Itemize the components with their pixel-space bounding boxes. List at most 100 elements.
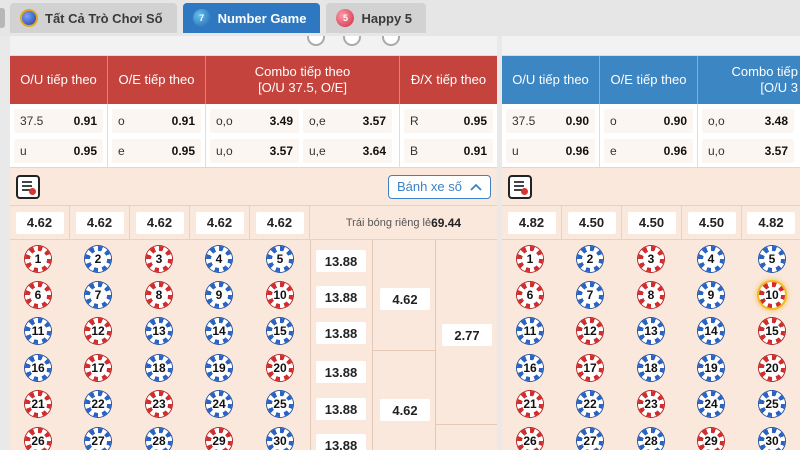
row-odds-box[interactable]: 13.88: [316, 398, 366, 420]
number-ball-15[interactable]: 15: [267, 318, 293, 344]
number-ball-9[interactable]: 9: [698, 282, 724, 308]
number-ball-16[interactable]: 16: [517, 355, 543, 381]
odds-box[interactable]: 4.62: [255, 211, 304, 234]
number-ball-10[interactable]: 10: [267, 282, 293, 308]
number-ball-24[interactable]: 24: [698, 391, 724, 417]
odds-cell-combo[interactable]: u,e 3.64: [303, 138, 392, 163]
number-ball-6[interactable]: 6: [25, 282, 51, 308]
number-ball-28[interactable]: 28: [638, 428, 664, 450]
row-odds-box[interactable]: 13.88: [316, 322, 366, 344]
bet-slip-icon[interactable]: [16, 174, 40, 199]
number-ball-21[interactable]: 21: [517, 391, 543, 417]
odds-box[interactable]: 4.50: [687, 211, 736, 234]
odds-cell-odd[interactable]: o 0.90: [604, 108, 693, 133]
number-ball-20[interactable]: 20: [759, 355, 785, 381]
number-ball-8[interactable]: 8: [638, 282, 664, 308]
number-ball-22[interactable]: 22: [85, 391, 111, 417]
number-ball-2[interactable]: 2: [85, 246, 111, 272]
half-odds-box[interactable]: 2.77: [442, 324, 492, 346]
number-ball-4[interactable]: 4: [698, 246, 724, 272]
group-odds-box[interactable]: 4.62: [380, 399, 430, 421]
number-ball-3[interactable]: 3: [146, 246, 172, 272]
odds-box[interactable]: 4.62: [75, 211, 124, 234]
odds-box[interactable]: 4.50: [627, 211, 676, 234]
number-ball-25[interactable]: 25: [759, 391, 785, 417]
odds-box[interactable]: 4.62: [195, 211, 244, 234]
odds-cell-combo[interactable]: o,o 3.48: [702, 108, 794, 133]
number-ball-8[interactable]: 8: [146, 282, 172, 308]
number-ball-18[interactable]: 18: [638, 355, 664, 381]
odds-cell-even[interactable]: e 0.95: [112, 138, 201, 163]
sidebar-toggle-handle[interactable]: [0, 8, 5, 28]
number-ball-30[interactable]: 30: [759, 428, 785, 450]
number-ball-28[interactable]: 28: [146, 428, 172, 450]
odds-cell-under[interactable]: u 0.96: [506, 138, 595, 163]
number-ball-14[interactable]: 14: [698, 318, 724, 344]
number-ball-3[interactable]: 3: [638, 246, 664, 272]
row-odds-box[interactable]: 13.88: [316, 286, 366, 308]
number-ball-17[interactable]: 17: [85, 355, 111, 381]
number-ball-5[interactable]: 5: [267, 246, 293, 272]
number-ball-13[interactable]: 13: [638, 318, 664, 344]
number-ball-13[interactable]: 13: [146, 318, 172, 344]
number-ball-23[interactable]: 23: [146, 391, 172, 417]
row-odds-box[interactable]: 13.88: [316, 250, 366, 272]
row-odds-box[interactable]: 13.88: [316, 434, 366, 450]
row-odds-box[interactable]: 13.88: [316, 361, 366, 383]
number-ball-7[interactable]: 7: [577, 282, 603, 308]
number-ball-12[interactable]: 12: [85, 318, 111, 344]
odds-cell-combo[interactable]: u,o 3.57: [702, 138, 794, 163]
number-ball-29[interactable]: 29: [206, 428, 232, 450]
number-ball-1[interactable]: 1: [25, 246, 51, 272]
number-ball-17[interactable]: 17: [577, 355, 603, 381]
odds-box[interactable]: 4.50: [567, 211, 616, 234]
odds-box[interactable]: 4.62: [15, 211, 64, 234]
number-ball-4[interactable]: 4: [206, 246, 232, 272]
number-ball-27[interactable]: 27: [85, 428, 111, 450]
number-ball-19[interactable]: 19: [698, 355, 724, 381]
odds-cell-odd[interactable]: o 0.91: [112, 108, 201, 133]
tab-number-game[interactable]: 7 Number Game: [182, 3, 321, 33]
odds-cell-combo[interactable]: o,o 3.49: [210, 108, 299, 133]
odds-cell-red[interactable]: R 0.95: [404, 108, 493, 133]
number-ball-26[interactable]: 26: [25, 428, 51, 450]
odds-box[interactable]: 4.82: [507, 211, 556, 234]
number-ball-27[interactable]: 27: [577, 428, 603, 450]
number-ball-21[interactable]: 21: [25, 391, 51, 417]
number-ball-2[interactable]: 2: [577, 246, 603, 272]
tab-all-games[interactable]: Tất Cả Trò Chơi Số: [10, 3, 177, 33]
odds-cell-combo[interactable]: o,e 3.57: [303, 108, 392, 133]
number-ball-29[interactable]: 29: [698, 428, 724, 450]
number-ball-18[interactable]: 18: [146, 355, 172, 381]
number-ball-24[interactable]: 24: [206, 391, 232, 417]
odds-cell-over[interactable]: 37.5 0.90: [506, 108, 595, 133]
odds-box[interactable]: 4.82: [747, 211, 795, 234]
number-ball-10[interactable]: 10: [759, 282, 785, 308]
number-ball-25[interactable]: 25: [267, 391, 293, 417]
number-ball-9[interactable]: 9: [206, 282, 232, 308]
number-ball-12[interactable]: 12: [577, 318, 603, 344]
group-odds-box[interactable]: 4.62: [380, 288, 430, 310]
odds-cell-over[interactable]: 37.5 0.91: [14, 108, 103, 133]
number-ball-11[interactable]: 11: [517, 318, 543, 344]
single-ball-odds[interactable]: Trái bóng riêng lẻ 69.44: [310, 206, 497, 239]
odds-cell-blue[interactable]: B 0.91: [404, 138, 493, 163]
number-ball-23[interactable]: 23: [638, 391, 664, 417]
number-ball-11[interactable]: 11: [25, 318, 51, 344]
number-ball-6[interactable]: 6: [517, 282, 543, 308]
number-ball-14[interactable]: 14: [206, 318, 232, 344]
number-ball-1[interactable]: 1: [517, 246, 543, 272]
odds-cell-combo[interactable]: u,o 3.57: [210, 138, 299, 163]
tab-happy-5[interactable]: 5 Happy 5: [326, 3, 427, 33]
number-ball-15[interactable]: 15: [759, 318, 785, 344]
number-ball-30[interactable]: 30: [267, 428, 293, 450]
odds-box[interactable]: 4.62: [135, 211, 184, 234]
number-wheel-button[interactable]: Bánh xe số: [387, 174, 491, 199]
number-ball-5[interactable]: 5: [759, 246, 785, 272]
number-ball-16[interactable]: 16: [25, 355, 51, 381]
bet-slip-icon[interactable]: [508, 174, 532, 199]
odds-cell-under[interactable]: u 0.95: [14, 138, 103, 163]
number-ball-26[interactable]: 26: [517, 428, 543, 450]
number-ball-19[interactable]: 19: [206, 355, 232, 381]
number-ball-22[interactable]: 22: [577, 391, 603, 417]
